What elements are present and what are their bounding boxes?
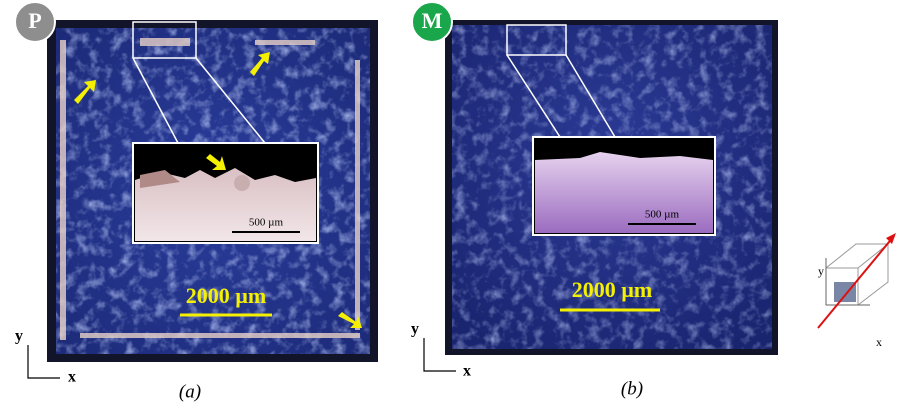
figure: 500 µm 2000 µm P y x (a) 500 µm 2000 µm … [0,0,904,407]
axis-x: x [463,363,471,380]
panel-b: 500 µm 2000 µm M y x (b) [411,2,778,399]
axis-y: y [15,328,23,345]
axis-y: y [411,321,419,338]
direction-arrow [818,236,894,328]
inset-cross-section [535,152,713,233]
inset-scale-label: 500 µm [249,217,284,229]
caption: (a) [179,381,201,402]
scale-label: 2000 µm [186,283,267,308]
badge-label: P [28,8,41,33]
panel-a: 500 µm 2000 µm P y x (a) [15,2,378,402]
caption: (b) [621,378,643,399]
scale-label: 2000 µm [572,277,653,302]
axis-x: x [68,369,76,386]
inset-pore [234,175,250,191]
orientation-icon: y x [818,233,896,349]
axis-y: y [818,264,824,278]
badge-label: M [422,8,443,33]
inset-scale-label: 500 µm [645,209,680,221]
axis-x: x [876,335,882,349]
